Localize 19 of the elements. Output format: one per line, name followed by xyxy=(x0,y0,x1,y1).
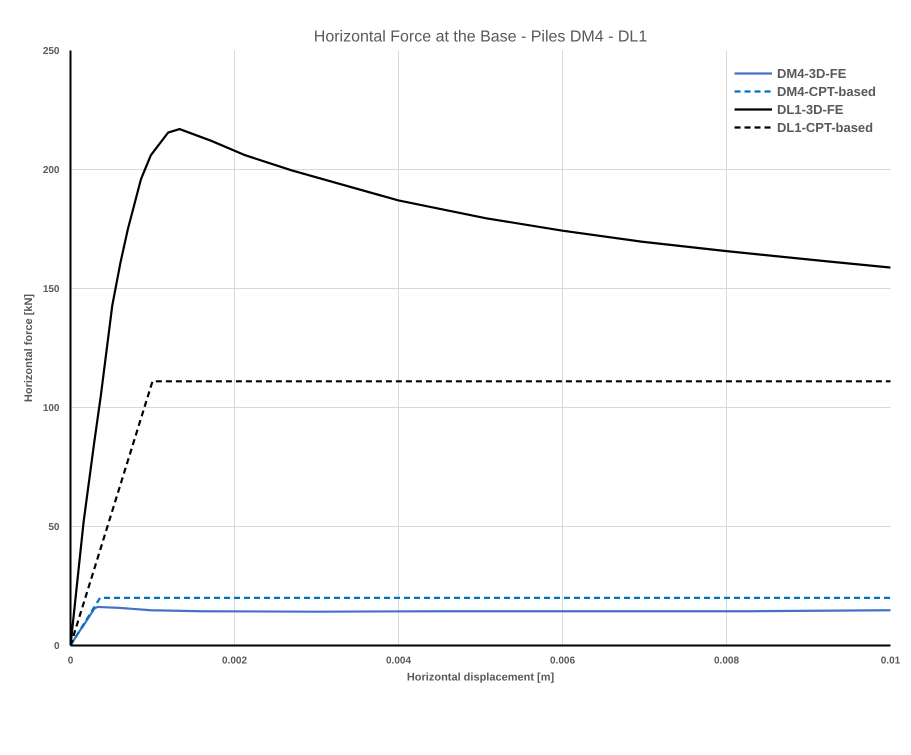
legend-label: DL1-3D-FE xyxy=(777,100,844,118)
y-tick-label: 50 xyxy=(48,522,60,533)
y-tick-label: 250 xyxy=(42,46,60,57)
y-tick-label: 100 xyxy=(42,403,60,414)
y-tick-label: 150 xyxy=(42,284,60,295)
x-axis-title: Horizontal displacement [m] xyxy=(406,672,554,684)
legend-label: DM4-CPT-based xyxy=(777,82,876,100)
x-tick-label: 0.01 xyxy=(880,656,901,666)
x-tick-label: 0.008 xyxy=(714,656,740,666)
y-axis-title: Horizontal force [kN] xyxy=(22,294,35,402)
x-tick-label: 0.004 xyxy=(386,656,412,666)
x-tick-label: 0 xyxy=(68,656,74,666)
y-tick-label: 0 xyxy=(54,641,60,652)
chart-title: Horizontal Force at the Base - Piles DM4 - DL1 xyxy=(314,28,648,46)
x-tick-label: 0.002 xyxy=(222,656,248,666)
x-tick-label: 0.006 xyxy=(550,656,576,666)
legend-label: DM4-3D-FE xyxy=(777,64,846,82)
y-tick-label: 200 xyxy=(42,165,60,176)
legend-label: DL1-CPT-based xyxy=(777,118,874,136)
